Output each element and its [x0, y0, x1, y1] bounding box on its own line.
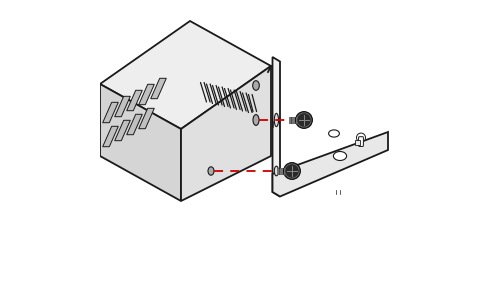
- Circle shape: [284, 163, 300, 179]
- Ellipse shape: [328, 130, 340, 137]
- Ellipse shape: [274, 166, 278, 176]
- Ellipse shape: [274, 113, 278, 127]
- Polygon shape: [114, 120, 130, 141]
- Polygon shape: [150, 78, 166, 99]
- Circle shape: [296, 112, 312, 128]
- Polygon shape: [100, 21, 271, 129]
- Polygon shape: [277, 168, 291, 174]
- Polygon shape: [102, 102, 118, 123]
- Polygon shape: [102, 126, 118, 147]
- Polygon shape: [100, 84, 181, 201]
- Polygon shape: [114, 96, 130, 117]
- Circle shape: [356, 133, 366, 142]
- Polygon shape: [354, 140, 360, 145]
- Polygon shape: [138, 84, 154, 105]
- Ellipse shape: [252, 81, 260, 90]
- Polygon shape: [272, 132, 388, 196]
- Polygon shape: [126, 114, 142, 135]
- FancyBboxPatch shape: [358, 137, 364, 146]
- Ellipse shape: [208, 167, 214, 175]
- Polygon shape: [138, 108, 154, 129]
- Polygon shape: [272, 57, 280, 196]
- Polygon shape: [126, 90, 142, 111]
- Ellipse shape: [334, 152, 346, 160]
- Polygon shape: [289, 117, 304, 123]
- Polygon shape: [181, 66, 271, 201]
- Ellipse shape: [253, 115, 259, 125]
